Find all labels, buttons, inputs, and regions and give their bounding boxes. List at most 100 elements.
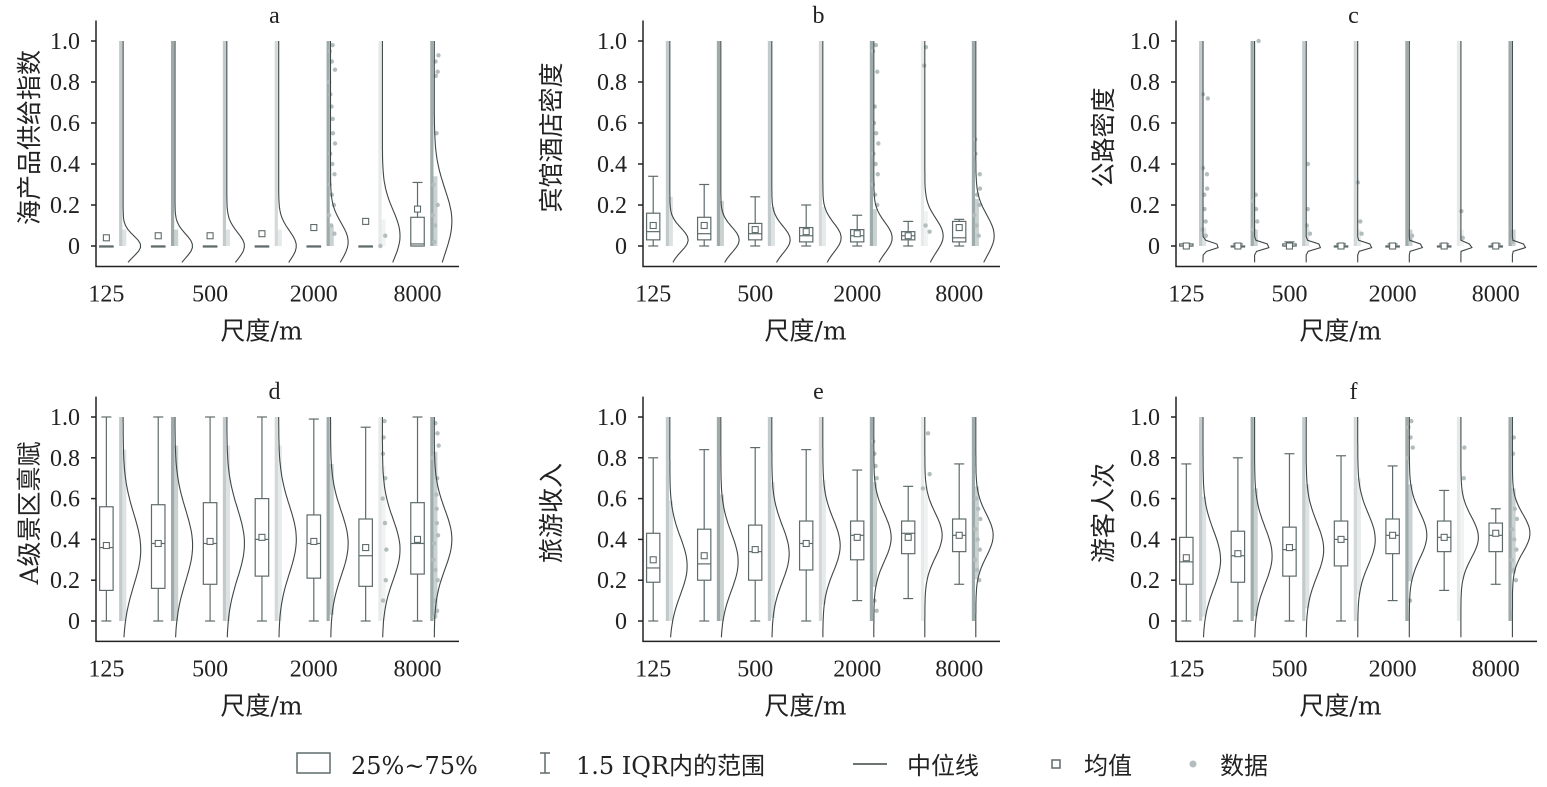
x-axis-label: 尺度/m <box>764 317 846 346</box>
data-point <box>329 223 334 228</box>
x-axis-label: 尺度/m <box>220 317 302 346</box>
data-point <box>925 431 931 436</box>
legend-mean-swatch <box>1051 759 1061 769</box>
data-point <box>874 476 879 481</box>
panel-title: c <box>1348 3 1359 29</box>
scale-group-500 <box>747 417 790 638</box>
x-tick-label: 125 <box>1168 656 1204 682</box>
data-cloud <box>718 200 724 246</box>
density-curve <box>329 41 349 263</box>
data-point <box>972 213 977 218</box>
density-curve <box>174 417 194 638</box>
mean-marker <box>700 552 708 560</box>
density-curve <box>669 417 688 638</box>
scale-group-125 <box>1179 41 1219 263</box>
density-curve <box>975 417 994 638</box>
data-cloud <box>432 451 438 619</box>
scale-group-125 <box>99 41 142 263</box>
data-point <box>434 506 439 511</box>
density-curve <box>381 41 401 263</box>
legend-item-whisker: 1.5 IQR内的范围 <box>540 752 765 780</box>
mean-marker <box>362 217 370 225</box>
scale-group-500 <box>1282 41 1322 263</box>
density-curve <box>1460 417 1479 638</box>
data-strip <box>222 41 227 246</box>
scale-group-250 <box>1230 417 1273 638</box>
data-point <box>326 213 332 218</box>
data-point <box>435 578 440 583</box>
mean-marker <box>751 546 759 554</box>
axis-line <box>95 20 459 268</box>
y-tick-label: 0.6 <box>597 487 627 513</box>
data-strip <box>1199 41 1203 246</box>
data-point <box>1203 233 1209 238</box>
data-cloud <box>769 207 775 246</box>
data-point <box>431 541 437 546</box>
data-point <box>1358 219 1363 224</box>
data-point <box>1255 219 1260 224</box>
scale-group-2000 <box>306 41 349 263</box>
density-curve <box>924 417 943 638</box>
data-strip <box>920 417 925 621</box>
y-axis-label: 公路密度 <box>1089 87 1118 187</box>
x-tick-label: 8000 <box>1472 282 1520 308</box>
legend-data-swatch <box>1189 760 1197 768</box>
data-point <box>330 161 335 167</box>
data-point <box>332 231 337 236</box>
data-strip <box>971 417 976 621</box>
density-curve <box>1202 417 1222 638</box>
data-point <box>1204 186 1210 191</box>
x-tick-label: 8000 <box>394 282 442 308</box>
y-tick-label: 0.4 <box>50 152 80 178</box>
data-cloud <box>1252 488 1258 617</box>
data-strip <box>170 417 175 621</box>
x-tick-label: 2000 <box>833 656 881 682</box>
data-strip <box>378 41 382 246</box>
y-tick-label: 0.4 <box>1130 527 1160 553</box>
panel-f: 0 0.2 0.4 0.6 0.8 1.0 125 500 2000 8000 f 尺度/m 游客人次 <box>1089 379 1537 720</box>
scale-group-4000 <box>1436 41 1473 263</box>
data-point <box>1509 527 1515 532</box>
panel-title: d <box>269 379 281 405</box>
y-tick-label: 0.8 <box>597 70 627 96</box>
data-strip <box>170 41 175 246</box>
scale-group-1000 <box>254 416 297 638</box>
mean-marker <box>1182 242 1190 250</box>
data-point <box>870 182 876 187</box>
axis-line <box>642 396 1000 643</box>
axis-line <box>1175 396 1537 643</box>
data-strip <box>326 41 330 246</box>
data-cloud <box>973 486 979 580</box>
data-strip <box>971 41 976 246</box>
panel-d: 0 0.2 0.4 0.6 0.8 1.0 125 500 2000 8000 d 尺度/m A级景区禀… <box>15 379 459 720</box>
data-point <box>873 131 879 136</box>
x-tick-label: 8000 <box>1472 656 1520 682</box>
data-point <box>870 49 876 54</box>
density-curve <box>771 41 791 263</box>
legend-data-label: 数据 <box>1220 752 1268 780</box>
density-curve <box>1408 41 1424 263</box>
scale-group-1000 <box>798 417 841 638</box>
scale-group-8000 <box>410 416 453 638</box>
data-point <box>921 63 927 68</box>
mean-marker <box>853 533 861 541</box>
scale-group-500 <box>202 416 245 638</box>
data-point <box>1462 445 1467 450</box>
mean-marker <box>904 533 912 541</box>
iqr-box <box>1333 520 1349 567</box>
mean-marker <box>649 556 657 564</box>
x-axis-label: 尺度/m <box>1299 691 1381 720</box>
data-point <box>973 527 978 532</box>
density-curve <box>669 41 689 263</box>
mean-marker <box>206 537 214 545</box>
data-point <box>435 431 440 436</box>
density-curve <box>1511 417 1531 638</box>
panel-title: e <box>813 379 824 405</box>
mean-marker <box>802 539 810 548</box>
data-point <box>927 471 932 477</box>
mean-marker <box>1492 529 1500 537</box>
data-point <box>1460 235 1465 240</box>
data-point <box>873 42 879 48</box>
scale-group-250 <box>150 416 194 638</box>
data-cloud <box>380 465 386 621</box>
